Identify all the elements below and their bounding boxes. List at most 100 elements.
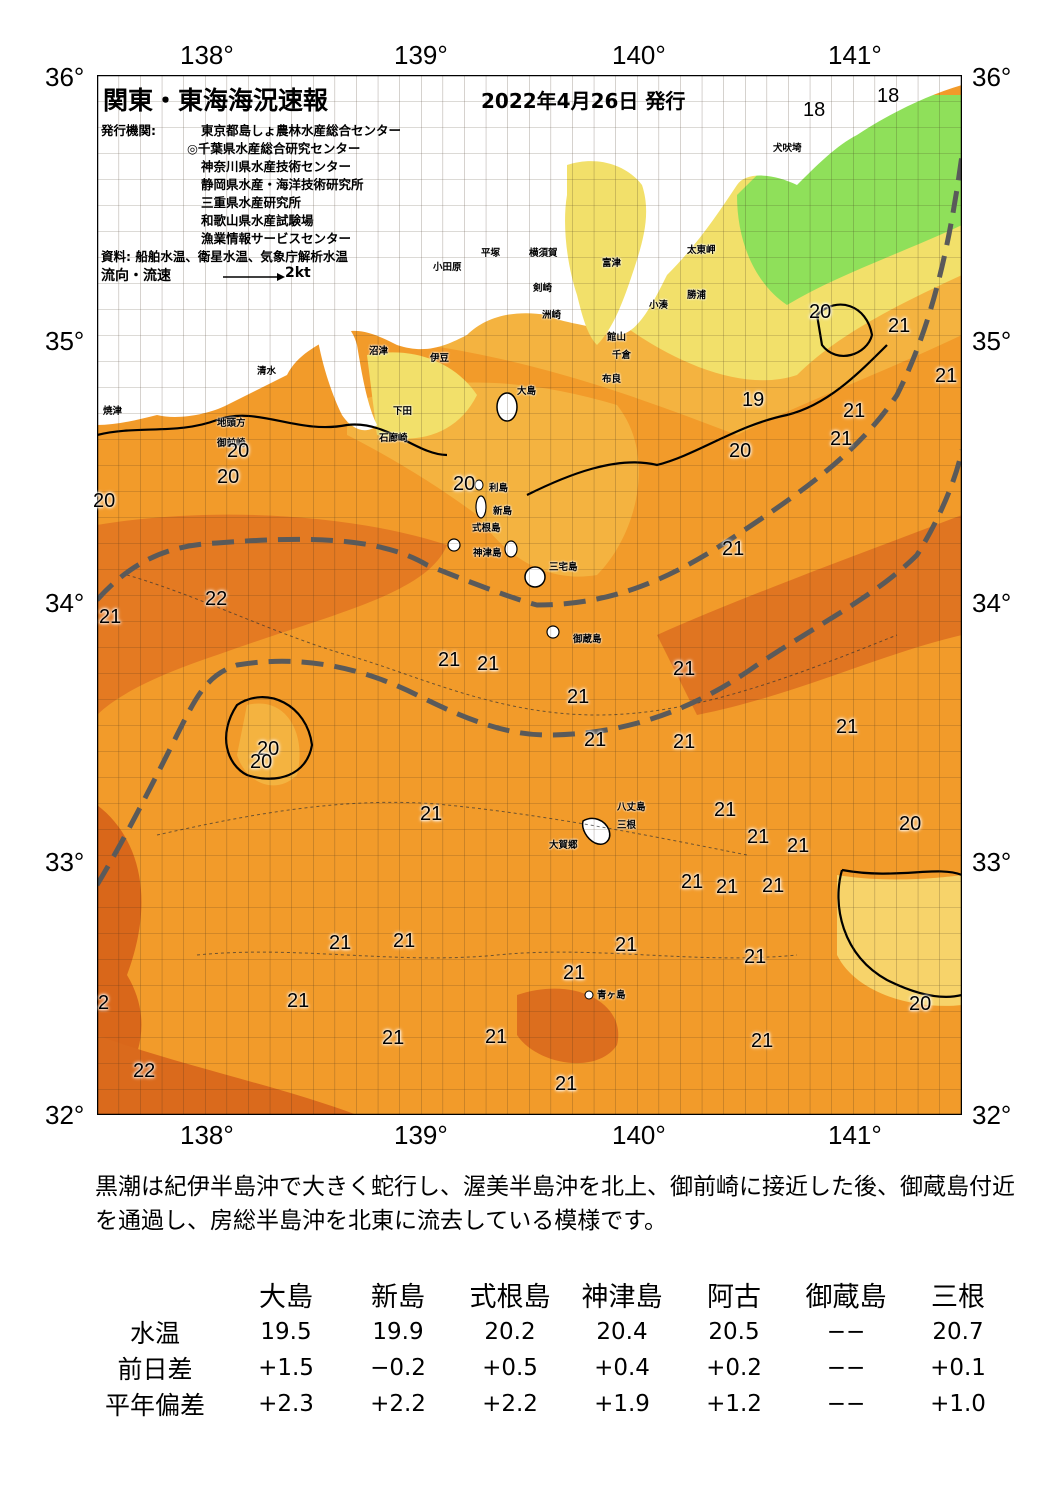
place-label: 清水 [257, 366, 277, 377]
temp-label: 21 [485, 1026, 508, 1048]
station-header: 三根 [931, 1282, 985, 1313]
temp-label: 21 [747, 826, 770, 848]
table-row: 水温 19.5 19.9 20.2 20.4 20.5 −− 20.7 [80, 1314, 1014, 1350]
place-label: 八丈島 [617, 802, 646, 813]
table-cell: +2.3 [258, 1391, 314, 1417]
place-label: 沼津 [369, 346, 389, 357]
place-label: 小湊 [649, 300, 669, 311]
lat-tick-33-left: 33° [45, 847, 85, 877]
temp-label: 20 [227, 440, 250, 462]
temp-label: 21 [762, 875, 785, 897]
lon-tick-138-top: 138° [180, 40, 234, 70]
place-label: 剣崎 [533, 283, 553, 294]
temp-label: 21 [714, 799, 737, 821]
grid-overlay [97, 75, 962, 1115]
table-cell: −0.2 [370, 1355, 426, 1381]
place-label: 太東岬 [687, 245, 716, 256]
issuer-label: 発行機関: [101, 123, 156, 138]
lat-tick-36-right: 36° [972, 62, 1012, 92]
place-label: 新島 [493, 506, 513, 517]
table-cell: 20.7 [932, 1319, 984, 1345]
lat-tick-36-left: 36° [45, 62, 85, 92]
temp-label: 20 [809, 301, 832, 323]
lat-tick-35-left: 35° [45, 326, 85, 356]
flow-legend-arrow [223, 273, 285, 281]
row-label: 前日差 [117, 1355, 193, 1384]
station-header: 御蔵島 [805, 1282, 887, 1313]
place-label: 利島 [489, 483, 509, 494]
temp-label: 19 [742, 389, 765, 411]
station-header: 大島 [259, 1282, 313, 1313]
temp-label: 21 [563, 962, 586, 984]
table-cell: −− [826, 1355, 866, 1381]
temp-label: 21 [99, 606, 122, 628]
station-header: 新島 [371, 1282, 425, 1313]
temp-label: 21 [673, 731, 696, 753]
table-cell: −− [826, 1319, 866, 1345]
table-cell: +0.4 [594, 1355, 650, 1381]
place-label: 洲崎 [542, 310, 562, 321]
place-label: 地頭方 [217, 418, 246, 429]
table-cell: +2.2 [370, 1391, 426, 1417]
temp-label: 21 [438, 649, 461, 671]
temp-label: 21 [567, 686, 590, 708]
temp-label: 18 [803, 99, 826, 121]
table-cell: +0.1 [930, 1355, 986, 1381]
issue-date: 2022年4月26日 発行 [481, 89, 686, 113]
issuer-3: 静岡県水産・海洋技術研究所 [201, 177, 364, 192]
place-label: 大島 [517, 386, 537, 397]
lon-tick-139-top: 139° [394, 40, 448, 70]
lat-tick-34-right: 34° [972, 588, 1012, 618]
temp-label: 21 [716, 876, 739, 898]
temp-label: 21 [615, 934, 638, 956]
temp-label: 22 [133, 1060, 156, 1082]
flow-legend-scale: 2kt [285, 265, 311, 281]
place-label: 御前崎 [217, 438, 246, 449]
sea-temperature-map: 関東・東海海況速報 2022年4月26日 発行 発行機関: 東京都島しょ農林水産… [93, 75, 962, 1115]
issuer-5: 和歌山県水産試験場 [201, 213, 314, 228]
map-frame [97, 75, 962, 1115]
table-cell: 20.4 [596, 1319, 648, 1345]
map-title: 関東・東海海況速報 [103, 86, 329, 115]
place-label: 式根島 [472, 523, 501, 534]
station-header: 神津島 [581, 1282, 663, 1313]
temp-label: 21 [830, 428, 853, 450]
lat-tick-32-left: 32° [45, 1100, 85, 1130]
lat-tick-34-left: 34° [45, 588, 85, 618]
data-source: 資料: 船舶水温、衛星水温、気象庁解析水温 [101, 249, 348, 264]
temp-label: 20 [217, 466, 240, 488]
station-header: 阿古 [707, 1282, 761, 1313]
issuer-4: 三重県水産研究所 [201, 195, 302, 210]
table-row: 前日差 +1.5 −0.2 +0.5 +0.4 +0.2 −− +0.1 [80, 1350, 1014, 1386]
lat-tick-32-right: 32° [972, 1100, 1012, 1130]
place-label: 勝浦 [687, 290, 707, 301]
place-label: 三根 [617, 820, 637, 831]
table-cell: 20.5 [708, 1319, 760, 1345]
stats-header-row: 大島 新島 式根島 神津島 阿古 御蔵島 三根 [80, 1275, 1014, 1314]
place-label: 大賀郷 [549, 840, 578, 851]
place-label: 小田原 [433, 262, 462, 273]
map-canvas [97, 75, 962, 1115]
row-label: 水温 [129, 1319, 180, 1348]
temp-label: 20 [899, 813, 922, 835]
place-label: 焼津 [103, 406, 123, 417]
place-label: 御蔵島 [573, 634, 602, 645]
temp-label: 20 [909, 993, 932, 1015]
temp-label: 18 [877, 85, 900, 107]
lon-tick-140-top: 140° [612, 40, 666, 70]
table-cell: +2.2 [482, 1391, 538, 1417]
temp-label: 21 [744, 946, 767, 968]
lon-tick-139-bottom: 139° [394, 1120, 448, 1150]
issuer-2: 神奈川県水産技術センター [201, 159, 352, 174]
table-row: 平年偏差 +2.3 +2.2 +2.2 +1.9 +1.2 −− +1.0 [80, 1386, 1014, 1422]
temp-label: 20 [257, 738, 280, 760]
place-label: 館山 [607, 332, 627, 343]
temp-label: 21 [584, 729, 607, 751]
temp-label: 20 [93, 490, 116, 512]
temp-label: 21 [722, 538, 745, 560]
issuer-0: 東京都島しょ農林水産総合センター [201, 123, 402, 138]
lat-tick-35-right: 35° [972, 326, 1012, 356]
table-cell: 20.2 [484, 1319, 536, 1345]
temp-label: 21 [673, 658, 696, 680]
temp-label: 21 [477, 653, 500, 675]
